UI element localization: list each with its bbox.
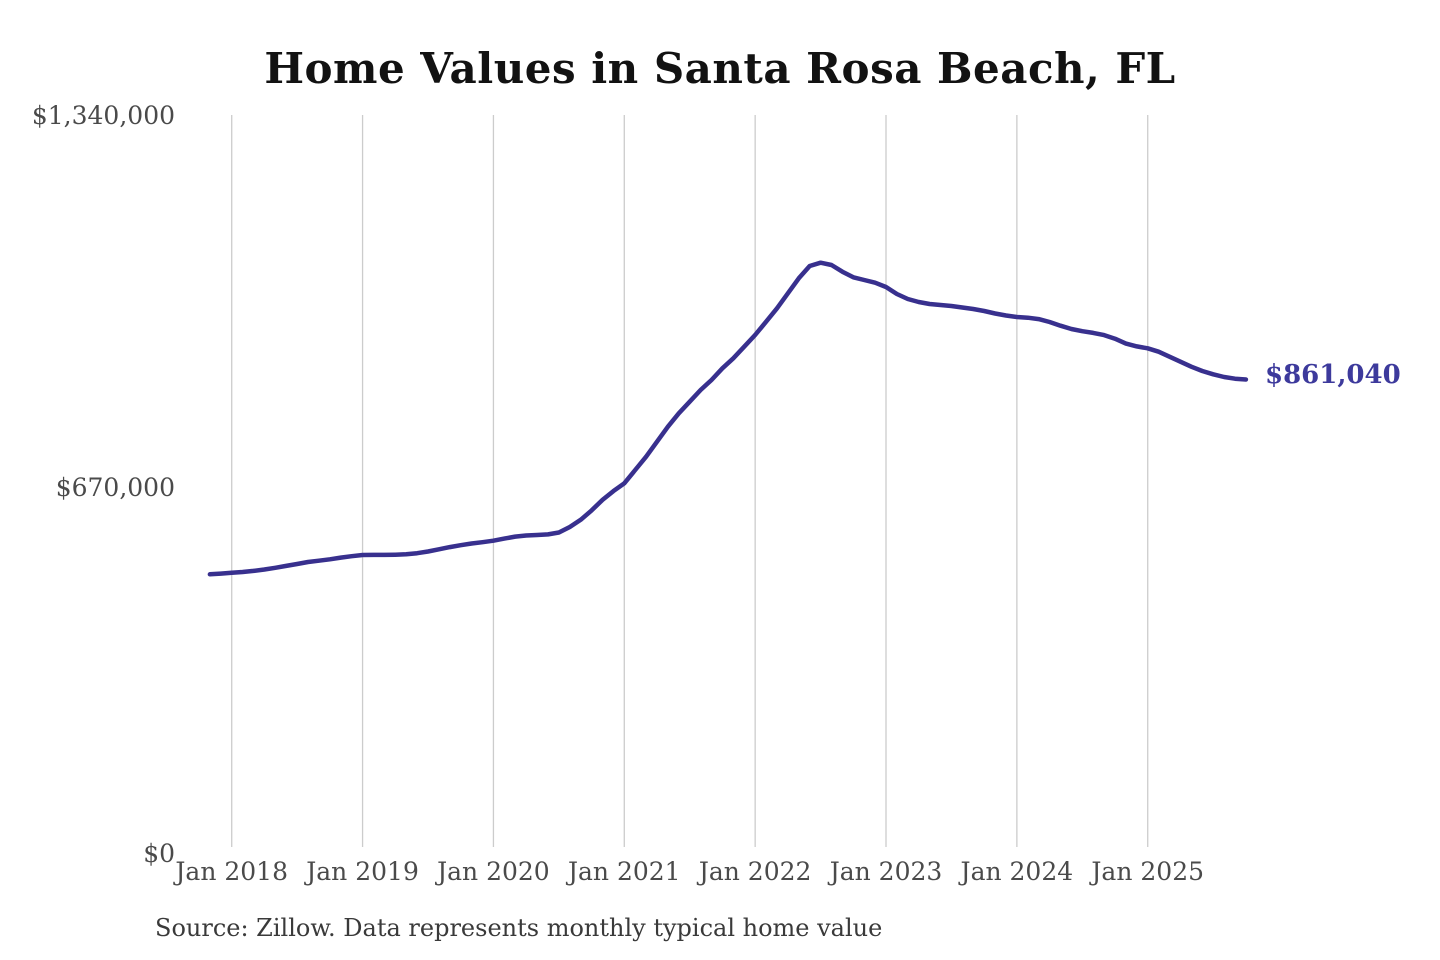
home-value-line bbox=[207, 260, 1249, 577]
chart-title: Home Values in Santa Rosa Beach, FL bbox=[264, 44, 1176, 93]
x-axis-tick: Jan 2020 bbox=[437, 857, 550, 886]
gridlines bbox=[231, 115, 1149, 847]
x-axis-tick: Jan 2024 bbox=[960, 857, 1074, 886]
y-axis-tick-zero: $0 bbox=[143, 839, 175, 868]
y-axis-tick-mid: $670,000 bbox=[55, 473, 175, 502]
x-axis-tick: Jan 2025 bbox=[1091, 857, 1205, 886]
y-axis-tick-max: $1,340,000 bbox=[31, 101, 175, 130]
x-axis-tick: Jan 2021 bbox=[567, 857, 681, 886]
x-axis-tick: Jan 2019 bbox=[306, 857, 419, 886]
x-axis-tick: Jan 2023 bbox=[829, 857, 943, 886]
x-axis-tick: Jan 2018 bbox=[175, 857, 288, 886]
current-value-label: $861,040 bbox=[1265, 360, 1401, 390]
x-axis-tick: Jan 2022 bbox=[698, 857, 812, 886]
source-note: Source: Zillow. Data represents monthly … bbox=[155, 914, 883, 942]
